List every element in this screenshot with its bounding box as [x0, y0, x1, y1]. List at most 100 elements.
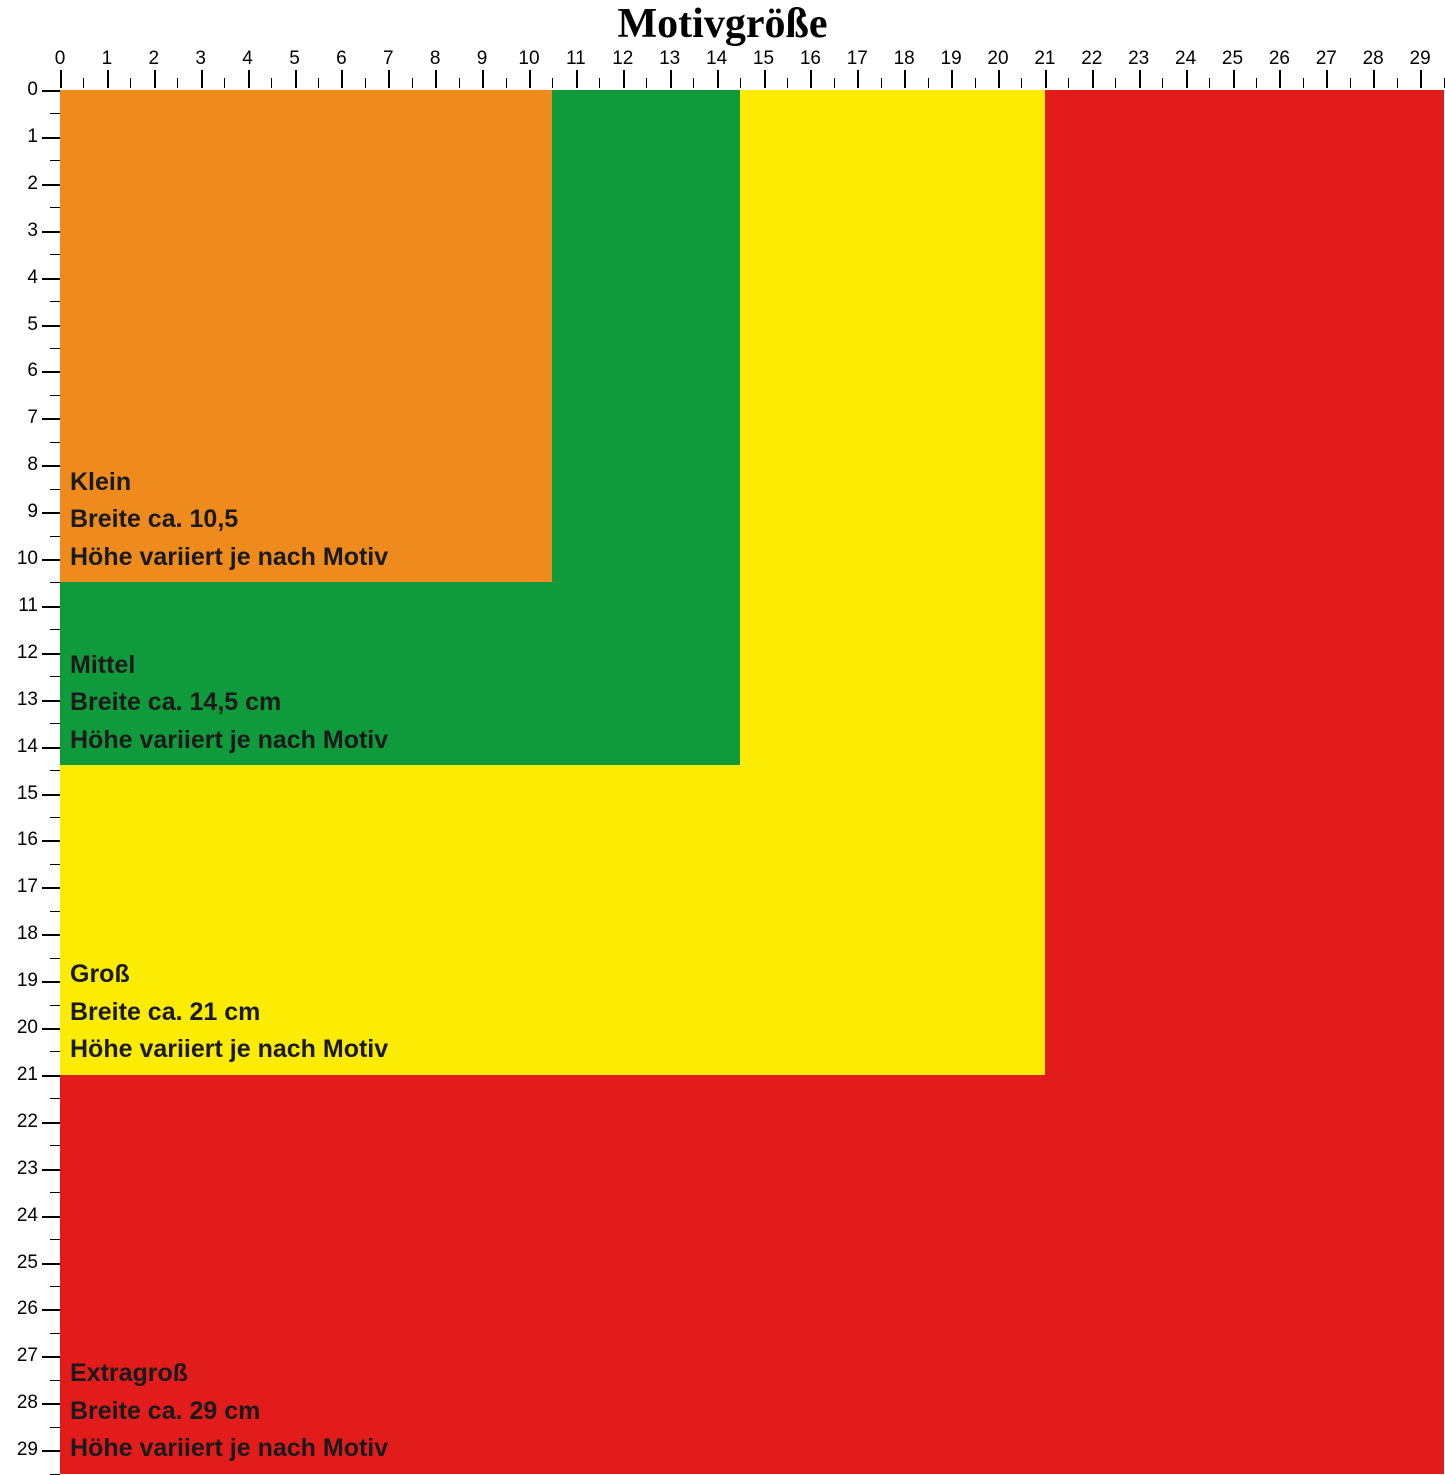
ruler-h-label: 17	[847, 48, 868, 70]
ruler-h-minor-tick	[271, 78, 272, 88]
ruler-h-minor-tick	[1256, 78, 1257, 88]
ruler-h-label: 1	[102, 48, 113, 70]
ruler-v-tick	[42, 90, 60, 92]
ruler-v-tick	[42, 1403, 60, 1405]
ruler-v-tick	[42, 371, 60, 373]
ruler-h-tick	[904, 70, 906, 88]
ruler-h-tick	[1420, 70, 1422, 88]
ruler-v-minor-tick	[50, 1239, 60, 1240]
ruler-v-tick	[42, 278, 60, 280]
ruler-v-tick	[42, 653, 60, 655]
ruler-v-tick	[42, 231, 60, 233]
ruler-v-minor-tick	[50, 1474, 60, 1475]
ruler-v-minor-tick	[50, 536, 60, 537]
ruler-v-label: 7	[0, 407, 38, 429]
ruler-v-tick	[42, 512, 60, 514]
ruler-v-label: 6	[0, 360, 38, 382]
ruler-h-minor-tick	[1397, 78, 1398, 88]
ruler-h-label: 16	[800, 48, 821, 70]
ruler-h-label: 5	[289, 48, 300, 70]
ruler-h-tick	[341, 70, 343, 88]
ruler-v-minor-tick	[50, 113, 60, 114]
ruler-v-minor-tick	[50, 1005, 60, 1006]
ruler-v-minor-tick	[50, 489, 60, 490]
ruler-v-tick	[42, 1263, 60, 1265]
ruler-h-minor-tick	[646, 78, 647, 88]
ruler-v-tick	[42, 606, 60, 608]
ruler-v-tick	[42, 794, 60, 796]
ruler-h-tick	[998, 70, 1000, 88]
ruler-h-label: 14	[706, 48, 727, 70]
ruler-v-minor-tick	[50, 442, 60, 443]
ruler-v-tick	[42, 840, 60, 842]
ruler-v-label: 13	[0, 689, 38, 711]
ruler-v-tick	[42, 981, 60, 983]
ruler-h-minor-tick	[1209, 78, 1210, 88]
ruler-h-minor-tick	[787, 78, 788, 88]
ruler-h-minor-tick	[83, 78, 84, 88]
ruler-v-label: 18	[0, 923, 38, 945]
ruler-h-minor-tick	[1068, 78, 1069, 88]
ruler-h-tick	[201, 70, 203, 88]
ruler-v-tick	[42, 1028, 60, 1030]
ruler-h-tick	[623, 70, 625, 88]
ruler-v-tick	[42, 465, 60, 467]
ruler-v-tick	[42, 887, 60, 889]
ruler-v-minor-tick	[50, 1145, 60, 1146]
ruler-v-tick	[42, 184, 60, 186]
ruler-v-minor-tick	[50, 1051, 60, 1052]
ruler-h-tick	[1326, 70, 1328, 88]
ruler-v-label: 27	[0, 1345, 38, 1367]
ruler-h-tick	[1045, 70, 1047, 88]
size-box-label-line: Breite ca. 14,5 cm	[70, 684, 388, 722]
ruler-h-label: 4	[242, 48, 253, 70]
diagram-title: Motivgröße	[0, 0, 1445, 48]
ruler-h-minor-tick	[318, 78, 319, 88]
ruler-h-label: 24	[1175, 48, 1196, 70]
ruler-h-tick	[810, 70, 812, 88]
ruler-h-minor-tick	[1444, 78, 1445, 88]
ruler-h-label: 3	[195, 48, 206, 70]
ruler-h-label: 10	[518, 48, 539, 70]
ruler-v-label: 5	[0, 314, 38, 336]
size-box-label-line: Höhe variiert je nach Motiv	[70, 1430, 388, 1468]
ruler-v-minor-tick	[50, 582, 60, 583]
ruler-h-label: 29	[1410, 48, 1431, 70]
ruler-v-minor-tick	[50, 395, 60, 396]
ruler-v-label: 14	[0, 736, 38, 758]
size-box-label-line: Höhe variiert je nach Motiv	[70, 539, 388, 577]
ruler-h-tick	[1139, 70, 1141, 88]
ruler-h-tick	[482, 70, 484, 88]
chart-area: ExtragroßBreite ca. 29 cmHöhe variiert j…	[60, 90, 1445, 1445]
ruler-v-tick	[42, 137, 60, 139]
ruler-v-label: 23	[0, 1158, 38, 1180]
ruler-v-label: 26	[0, 1298, 38, 1320]
ruler-v-tick	[42, 1216, 60, 1218]
ruler-v-label: 0	[0, 79, 38, 101]
ruler-h-label: 21	[1034, 48, 1055, 70]
ruler-v-label: 4	[0, 267, 38, 289]
ruler-v-minor-tick	[50, 770, 60, 771]
ruler-h-minor-tick	[552, 78, 553, 88]
ruler-h-minor-tick	[1350, 78, 1351, 88]
ruler-h-label: 11	[566, 48, 586, 70]
ruler-h-tick	[1279, 70, 1281, 88]
ruler-v-label: 1	[0, 126, 38, 148]
ruler-v-label: 17	[0, 876, 38, 898]
ruler-v-minor-tick	[50, 723, 60, 724]
ruler-v-tick	[42, 559, 60, 561]
ruler-v-minor-tick	[50, 958, 60, 959]
ruler-v-label: 19	[0, 970, 38, 992]
size-box-label-line: Mittel	[70, 647, 388, 685]
ruler-h-minor-tick	[1115, 78, 1116, 88]
ruler-h-label: 26	[1269, 48, 1290, 70]
ruler-h-minor-tick	[834, 78, 835, 88]
ruler-h-minor-tick	[928, 78, 929, 88]
ruler-h-label: 7	[383, 48, 394, 70]
ruler-h-tick	[1233, 70, 1235, 88]
ruler-v-tick	[42, 934, 60, 936]
ruler-h-label: 6	[336, 48, 347, 70]
ruler-v-tick	[42, 1169, 60, 1171]
ruler-v-label: 15	[0, 783, 38, 805]
ruler-h-tick	[154, 70, 156, 88]
